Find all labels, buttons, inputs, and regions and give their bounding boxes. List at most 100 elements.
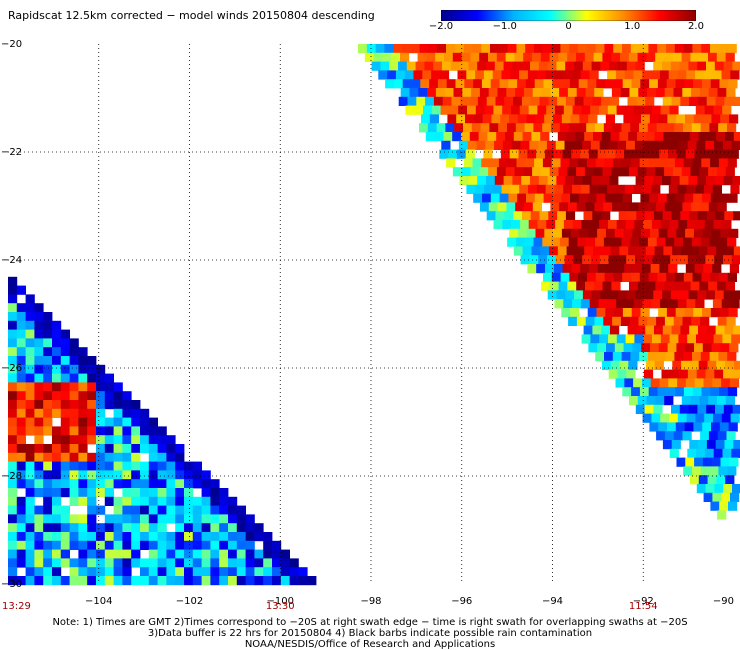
swath-cell bbox=[464, 79, 474, 89]
swath-cell bbox=[728, 501, 738, 511]
swath-cell bbox=[658, 228, 668, 238]
swath-cell bbox=[385, 79, 395, 89]
swath-cell bbox=[60, 400, 70, 410]
swath-cell bbox=[724, 440, 734, 450]
swath-cell bbox=[175, 444, 185, 454]
swath-cell bbox=[140, 408, 150, 418]
swath-cell bbox=[371, 61, 381, 71]
swath-cell bbox=[572, 184, 582, 194]
swath-cell bbox=[140, 523, 150, 533]
latitude-label: −22 bbox=[1, 147, 22, 158]
longitude-label: −94 bbox=[542, 596, 563, 607]
swath-cell bbox=[714, 255, 724, 265]
swath-cell bbox=[638, 316, 648, 326]
swath-cell bbox=[513, 96, 523, 106]
swath-cell bbox=[16, 523, 26, 533]
swath-cell bbox=[8, 276, 18, 286]
swath-cell bbox=[629, 316, 639, 326]
swath-cell bbox=[166, 452, 176, 462]
swath-cell bbox=[690, 281, 700, 291]
swath-cell bbox=[707, 360, 717, 370]
swath-cell bbox=[581, 334, 591, 344]
swath-cell bbox=[573, 255, 583, 265]
swath-cell bbox=[87, 408, 97, 418]
swath-cell bbox=[731, 448, 740, 458]
swath-cell bbox=[8, 400, 18, 410]
swath-cell bbox=[228, 540, 238, 550]
swath-cell bbox=[695, 184, 705, 194]
swath-cell bbox=[60, 576, 70, 586]
swath-cell bbox=[565, 211, 576, 221]
swath-cell bbox=[710, 44, 720, 54]
swath-cell bbox=[712, 264, 722, 274]
swath-cell bbox=[245, 576, 255, 586]
swath-cell bbox=[576, 167, 586, 177]
swath-cell bbox=[236, 505, 246, 515]
swath-cell bbox=[444, 88, 454, 98]
swath-cell bbox=[8, 417, 18, 427]
swath-cell bbox=[685, 457, 695, 467]
swath-cell bbox=[422, 70, 432, 80]
swath-cell bbox=[210, 558, 220, 568]
swath-cell bbox=[710, 308, 721, 318]
swath-cell bbox=[658, 308, 668, 318]
swath-cell bbox=[560, 44, 570, 54]
swath-cell bbox=[52, 514, 62, 524]
swath-cell bbox=[527, 70, 538, 80]
swath-cell bbox=[52, 356, 62, 366]
swath-cell bbox=[714, 484, 724, 494]
swath-cell bbox=[611, 281, 621, 291]
swath-cell bbox=[52, 479, 62, 489]
swath-cell bbox=[645, 211, 655, 221]
swath-cell bbox=[529, 140, 539, 150]
swath-cell bbox=[16, 312, 26, 322]
swath-cell bbox=[272, 576, 282, 586]
swath-cell bbox=[463, 123, 473, 133]
swath-cell bbox=[718, 158, 729, 168]
swath-cell bbox=[693, 308, 703, 318]
swath-cell bbox=[623, 343, 633, 353]
swath-cell bbox=[593, 246, 603, 256]
swath-cell bbox=[446, 79, 456, 89]
swath-cell bbox=[122, 391, 132, 401]
swath-cell bbox=[666, 308, 677, 318]
colorbar-tick-label: −2.0 bbox=[428, 21, 454, 32]
swath-cell bbox=[567, 167, 577, 177]
swath-cell bbox=[210, 549, 220, 559]
swath-cell bbox=[549, 52, 559, 62]
swath-cell bbox=[166, 496, 176, 506]
swath-cell bbox=[219, 567, 229, 577]
swath-cell bbox=[684, 79, 694, 89]
swath-cell bbox=[519, 220, 530, 230]
swath-cell bbox=[733, 246, 740, 256]
swath-cell bbox=[645, 132, 655, 142]
swath-cell bbox=[69, 461, 79, 471]
swath-cell bbox=[696, 334, 706, 344]
swath-cell bbox=[87, 567, 97, 577]
swath-cell bbox=[96, 408, 106, 418]
swath-cell bbox=[419, 44, 429, 54]
swath-cell bbox=[664, 52, 674, 62]
swath-cell bbox=[201, 567, 211, 577]
swath-cell bbox=[669, 448, 679, 458]
swath-cell bbox=[628, 360, 638, 370]
swath-cell bbox=[586, 123, 596, 133]
swath-cell bbox=[175, 549, 185, 559]
swath-cell bbox=[488, 88, 498, 98]
swath-cell bbox=[569, 272, 579, 282]
swath-cell bbox=[87, 435, 97, 445]
swath-cell bbox=[25, 373, 35, 383]
swath-cell bbox=[646, 167, 656, 177]
swath-cell bbox=[679, 404, 689, 414]
swath-cell bbox=[650, 343, 660, 353]
swath-cell bbox=[380, 61, 390, 71]
swath-cell bbox=[522, 132, 532, 142]
swath-cell bbox=[148, 496, 158, 506]
swath-cell bbox=[703, 70, 714, 80]
swath-cell bbox=[720, 457, 730, 467]
swath-cell bbox=[569, 158, 579, 168]
swath-cell bbox=[8, 523, 18, 533]
swath-cell bbox=[570, 193, 580, 203]
latitude-label: −26 bbox=[1, 363, 22, 374]
swath-cell bbox=[69, 435, 79, 445]
